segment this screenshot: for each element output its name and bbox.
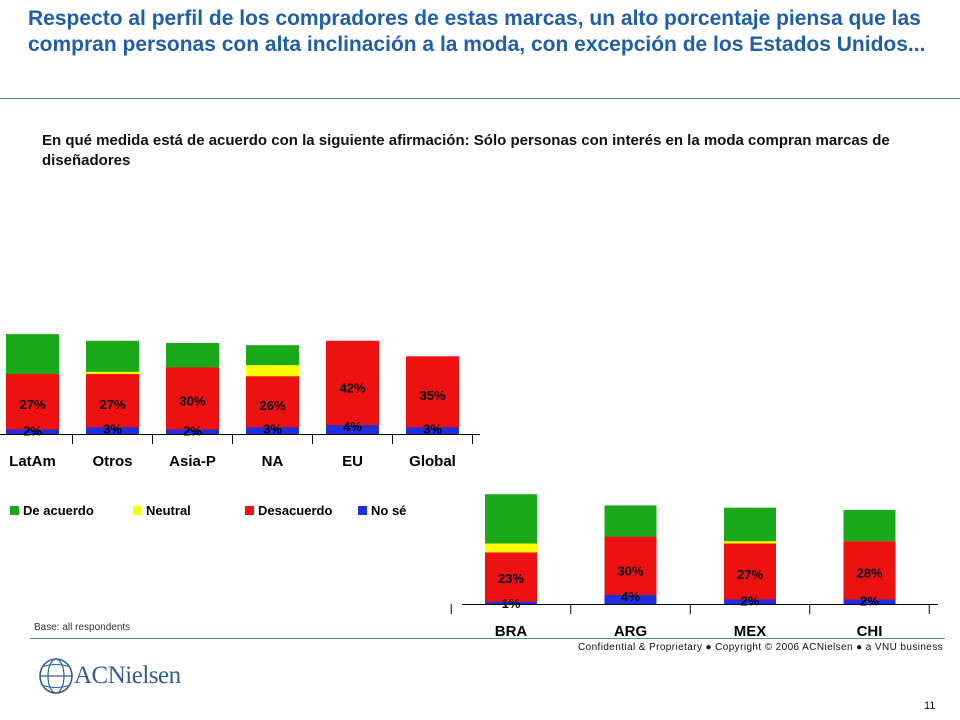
page-title: Respecto al perfil de los compradores de… [28,7,926,56]
base-note: Base: all respondents [34,622,131,633]
legend-label-de-acuerdo: De acuerdo [23,503,94,518]
category-label-mex: MEX [734,623,767,640]
bar-desacuerdo-global [406,356,459,434]
legend-swatch-no-se [358,506,367,515]
bar-desacuerdo-mex [724,543,776,604]
footer-divider [30,638,945,639]
survey-question: En qué medida está de acuerdo con la sig… [42,132,890,169]
data-label-no-se-na: 3% [263,421,282,436]
legend-label-no-se: No sé [371,503,406,518]
bar-no-se-eu [326,425,379,434]
bar-desacuerdo-asia-p [166,367,219,434]
data-label-desacuerdo-na: 26% [259,398,285,413]
bar-no-se-chi [843,599,896,604]
bar-desacuerdo-arg [604,536,657,604]
category-label-otros: Otros [92,453,132,470]
bar-no-se-mex [724,599,776,604]
bar-no-se-asia-p [166,429,219,434]
page-number: 11 [924,700,936,712]
legend-swatch-de-acuerdo [10,506,19,515]
category-label-global: Global [409,453,456,470]
legend-swatch-desacuerdo [245,506,254,515]
data-label-no-se-global: 3% [423,421,442,436]
bar-desacuerdo-chi [843,541,896,604]
data-label-desacuerdo-otros: 27% [99,397,125,412]
data-label-desacuerdo-arg: 30% [617,563,643,578]
data-label-no-se-mex: 2% [741,594,760,609]
bar-no-se-global [406,427,459,434]
bar-desacuerdo-eu [326,340,379,434]
bar-desacuerdo-bra [485,552,537,604]
logo-wordmark: ACNielsen [74,662,181,689]
legend-swatch-neutral [133,506,142,515]
data-label-desacuerdo-latam: 27% [19,397,45,412]
data-label-no-se-eu: 4% [343,419,362,434]
data-label-desacuerdo-eu: 42% [339,380,365,395]
bar-desacuerdo-na [246,376,299,434]
title-divider [0,98,960,99]
confidential-notice: Confidential & Proprietary ● Copyright ©… [578,642,944,653]
category-label-arg: ARG [614,623,647,640]
bar-no-se-otros [86,427,139,434]
data-label-no-se-arg: 4% [621,589,640,604]
bar-no-se-latam [6,429,59,434]
data-label-no-se-chi: 2% [860,594,879,609]
data-label-no-se-otros: 3% [103,421,122,436]
globe-icon [39,658,73,694]
category-label-na: NA [262,453,284,470]
data-label-desacuerdo-global: 35% [419,388,445,403]
bar-desacuerdo-otros [86,374,139,434]
legend-label-neutral: Neutral [146,503,191,518]
category-label-latam: LatAm [9,453,56,470]
data-label-desacuerdo-mex: 27% [737,567,763,582]
legend-label-desacuerdo: Desacuerdo [258,503,332,518]
acnielsen-logo: ACNielsen [36,650,186,698]
category-label-bra: BRA [495,623,528,640]
data-label-desacuerdo-chi: 28% [856,566,882,581]
bar-no-se-na [246,427,299,434]
category-label-chi: CHI [857,623,883,640]
data-label-no-se-asia-p: 2% [183,424,202,439]
data-label-desacuerdo-asia-p: 30% [179,394,205,409]
data-label-no-se-bra: 1% [502,596,521,611]
category-label-asia-p: Asia-P [169,453,216,470]
bar-no-se-arg [604,595,657,604]
data-label-no-se-latam: 2% [23,424,42,439]
bar-no-se-bra [485,601,537,604]
data-label-desacuerdo-bra: 23% [498,571,524,586]
bar-desacuerdo-latam [6,374,59,434]
category-label-eu: EU [342,453,363,470]
